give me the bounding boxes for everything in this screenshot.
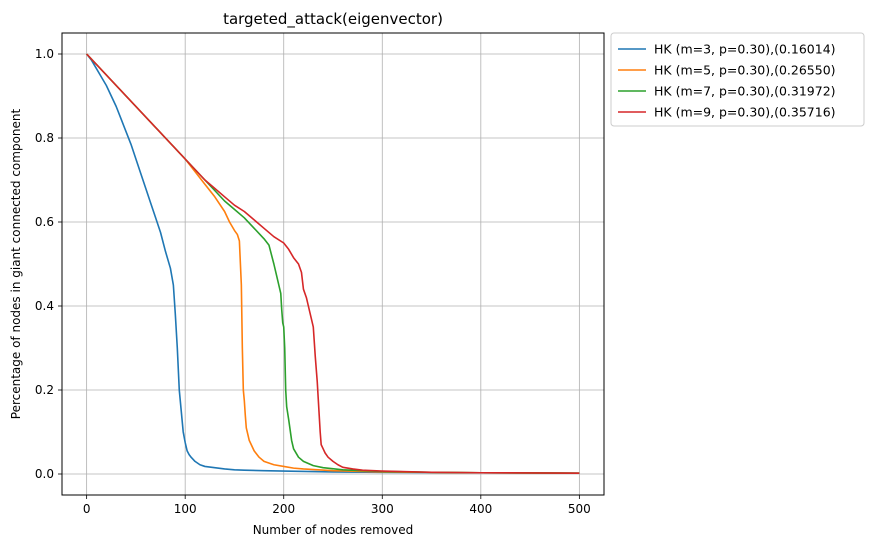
x-tick-label: 0 <box>83 502 91 516</box>
legend-label-4: HK (m=9, p=0.30),(0.35716) <box>654 105 836 120</box>
y-tick-label: 0.4 <box>35 299 54 313</box>
x-tick-label: 400 <box>469 502 492 516</box>
y-axis-label: Percentage of nodes in giant connected c… <box>9 108 23 419</box>
grid <box>62 33 604 495</box>
x-axis-label: Number of nodes removed <box>253 523 414 537</box>
y-axis: 0.0 0.2 0.4 0.6 0.8 1.0 <box>35 47 62 481</box>
x-tick-label: 200 <box>272 502 295 516</box>
series-line-1 <box>86 53 580 474</box>
x-tick-label: 100 <box>174 502 197 516</box>
legend-label-2: HK (m=5, p=0.30),(0.26550) <box>654 63 836 78</box>
plot-frame <box>61 32 605 496</box>
y-tick-label: 0.8 <box>35 131 54 145</box>
legend-label-1: HK (m=3, p=0.30),(0.16014) <box>654 42 836 57</box>
x-tick-label: 500 <box>568 502 591 516</box>
series-group <box>86 53 580 474</box>
legend-box <box>610 32 865 127</box>
chart-title: targeted_attack(eigenvector) <box>223 10 443 29</box>
y-tick-label: 0.0 <box>35 467 54 481</box>
y-tick-label: 0.2 <box>35 383 54 397</box>
legend-label-3: HK (m=7, p=0.30),(0.31972) <box>654 84 836 99</box>
series-line-4 <box>86 53 580 474</box>
x-axis: 0 100 200 300 400 500 <box>83 495 591 516</box>
legend: HK (m=3, p=0.30),(0.16014) HK (m=5, p=0.3… <box>610 32 865 127</box>
y-tick-label: 0.6 <box>35 215 54 229</box>
y-tick-label: 1.0 <box>35 47 54 61</box>
x-tick-label: 300 <box>371 502 394 516</box>
